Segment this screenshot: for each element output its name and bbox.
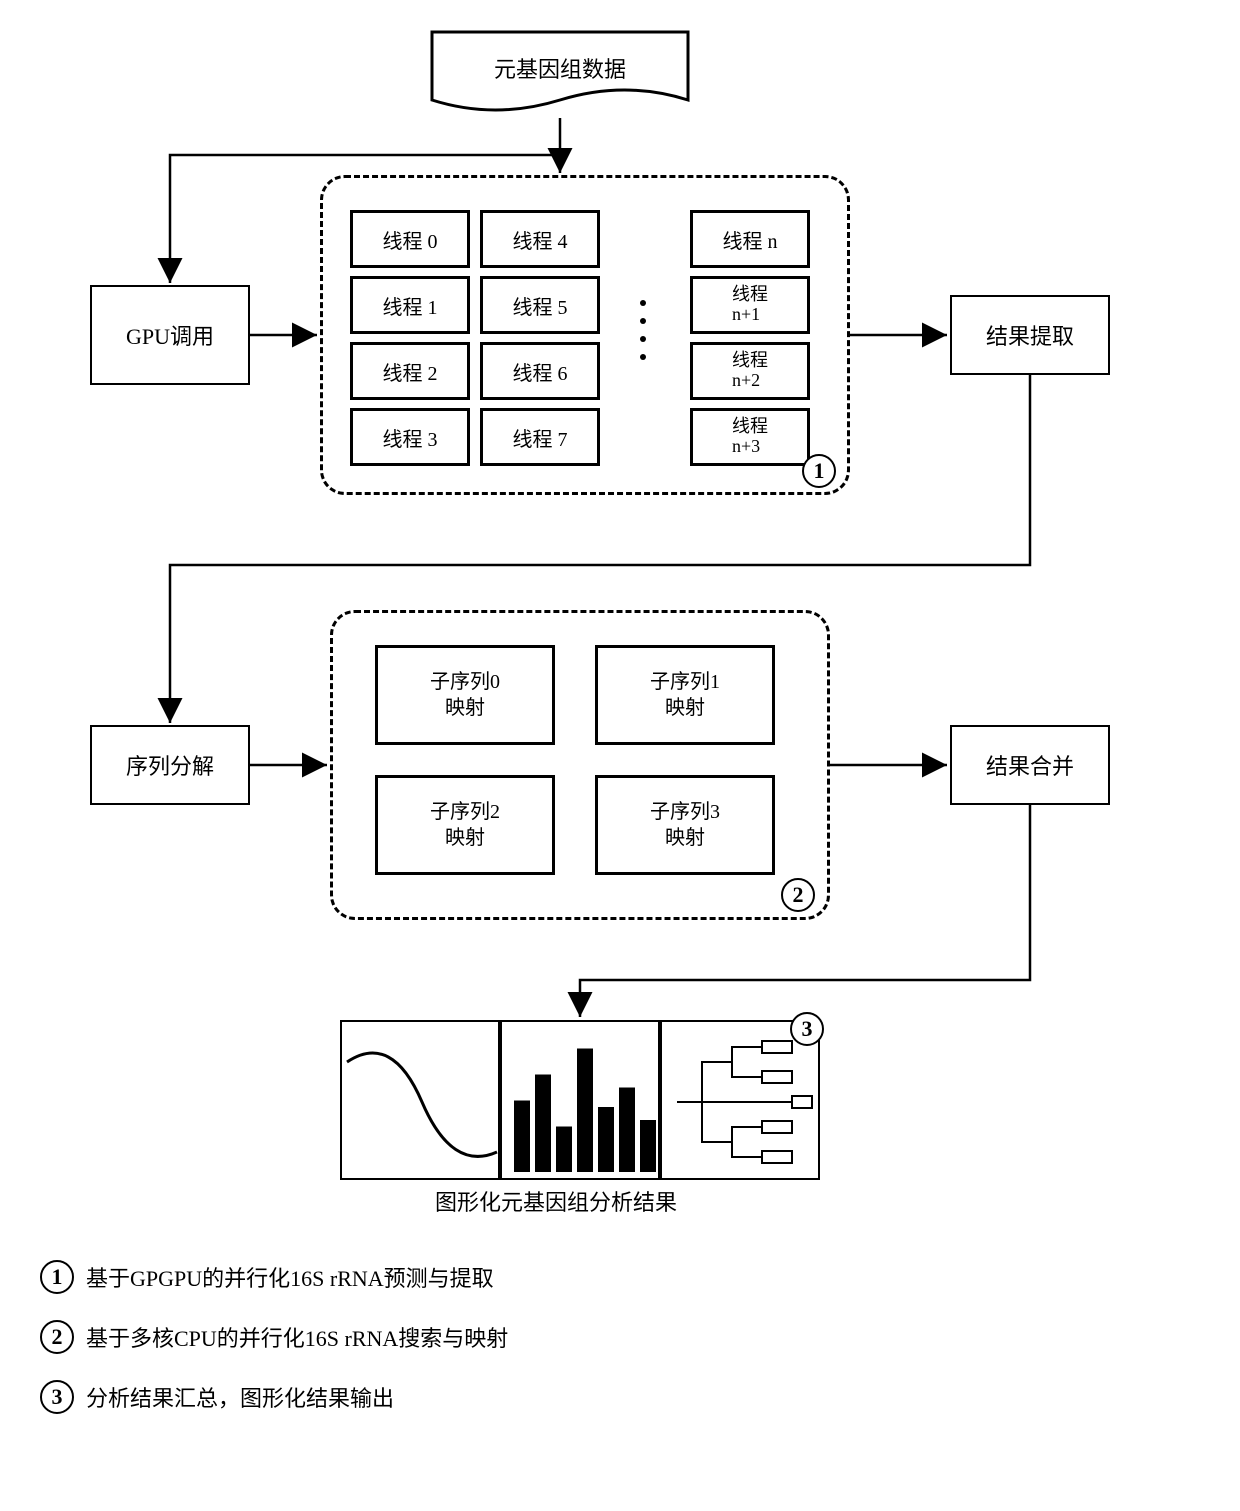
legend-text-3: 分析结果汇总，图形化结果输出 — [86, 1381, 394, 1413]
thread-cell: 线程 0 — [350, 210, 470, 268]
subseq-cell: 子序列0映射 — [375, 645, 555, 745]
input-document: 元基因组数据 — [430, 30, 690, 120]
subseq-cell: 子序列3映射 — [595, 775, 775, 875]
result-merge-label: 结果合并 — [986, 749, 1074, 781]
seq-decompose-label: 序列分解 — [126, 749, 214, 781]
legend-row-2: 2 基于多核CPU的并行化16S rRNA搜索与映射 — [40, 1320, 508, 1354]
legend-marker-one: 1 — [40, 1260, 74, 1294]
results-caption: 图形化元基因组分析结果 — [435, 1185, 677, 1217]
ellipsis-dots — [640, 300, 646, 360]
gpu-call-label: GPU调用 — [126, 319, 214, 351]
seq-decompose-box: 序列分解 — [90, 725, 250, 805]
diagram-canvas: 元基因组数据 GPU调用 线程 0 线程 1 线程 2 — [30, 30, 1210, 1480]
legend-text-1: 基于GPGPU的并行化16S rRNA预测与提取 — [86, 1261, 494, 1293]
thread-cell: 线程 6 — [480, 342, 600, 400]
thread-cell: 线程 2 — [350, 342, 470, 400]
result-curve-panel — [340, 1020, 500, 1180]
subseq-cell: 子序列1映射 — [595, 645, 775, 745]
legend-row-1: 1 基于GPGPU的并行化16S rRNA预测与提取 — [40, 1260, 494, 1294]
thread-cell: 线程 7 — [480, 408, 600, 466]
result-tree-panel — [660, 1020, 820, 1180]
thread-cell: 线程 n — [690, 210, 810, 268]
legend-text-2: 基于多核CPU的并行化16S rRNA搜索与映射 — [86, 1321, 508, 1353]
result-extract-box: 结果提取 — [950, 295, 1110, 375]
thread-cell: 线程 3 — [350, 408, 470, 466]
marker-one: 1 — [802, 454, 836, 488]
subseq-cell: 子序列2映射 — [375, 775, 555, 875]
thread-cell: 线程n+1 — [690, 276, 810, 334]
thread-cell: 线程 5 — [480, 276, 600, 334]
legend-row-3: 3 分析结果汇总，图形化结果输出 — [40, 1380, 394, 1414]
input-document-label: 元基因组数据 — [430, 52, 690, 84]
result-bar-panel — [500, 1020, 660, 1180]
legend-marker-two: 2 — [40, 1320, 74, 1354]
legend-marker-three: 3 — [40, 1380, 74, 1414]
thread-cell: 线程n+2 — [690, 342, 810, 400]
thread-cell: 线程 1 — [350, 276, 470, 334]
marker-two: 2 — [781, 878, 815, 912]
thread-cell: 线程 4 — [480, 210, 600, 268]
thread-cell: 线程n+3 — [690, 408, 810, 466]
result-extract-label: 结果提取 — [986, 319, 1074, 351]
gpu-call-box: GPU调用 — [90, 285, 250, 385]
result-merge-box: 结果合并 — [950, 725, 1110, 805]
marker-three: 3 — [790, 1012, 824, 1046]
